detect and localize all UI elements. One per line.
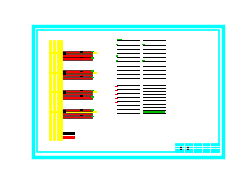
- Bar: [62, 77, 92, 79]
- Bar: [91, 116, 93, 117]
- Bar: [80, 76, 83, 77]
- Bar: [37, 30, 218, 152]
- Bar: [80, 57, 83, 58]
- Bar: [143, 111, 164, 113]
- Bar: [80, 109, 83, 111]
- Bar: [142, 60, 144, 62]
- Bar: [116, 39, 121, 40]
- Bar: [62, 96, 92, 98]
- Bar: [80, 90, 83, 91]
- Bar: [174, 143, 218, 152]
- Bar: [91, 57, 93, 59]
- Bar: [62, 110, 66, 113]
- Bar: [62, 93, 92, 95]
- Bar: [61, 41, 62, 126]
- Bar: [115, 102, 118, 103]
- Bar: [80, 95, 83, 97]
- Bar: [115, 98, 118, 99]
- Bar: [80, 51, 83, 53]
- Bar: [115, 90, 118, 91]
- Bar: [91, 90, 93, 91]
- Bar: [179, 146, 182, 150]
- Bar: [62, 54, 92, 57]
- Bar: [80, 71, 83, 72]
- Bar: [91, 77, 93, 78]
- Bar: [115, 86, 118, 87]
- Bar: [62, 91, 66, 94]
- Bar: [62, 74, 92, 76]
- Bar: [62, 90, 92, 92]
- Bar: [115, 44, 118, 45]
- Bar: [142, 44, 144, 45]
- Bar: [91, 70, 93, 72]
- Bar: [62, 136, 74, 139]
- Bar: [115, 94, 118, 95]
- Bar: [115, 55, 118, 57]
- Bar: [62, 52, 66, 55]
- Bar: [80, 115, 83, 116]
- Bar: [62, 109, 92, 111]
- Bar: [115, 60, 118, 62]
- Bar: [62, 132, 74, 135]
- Bar: [91, 51, 93, 52]
- Bar: [62, 112, 92, 115]
- Bar: [62, 116, 92, 118]
- Bar: [62, 70, 92, 73]
- Bar: [91, 96, 93, 98]
- Bar: [186, 146, 188, 150]
- Bar: [62, 57, 92, 60]
- Bar: [62, 51, 92, 53]
- Bar: [62, 71, 66, 75]
- Bar: [91, 109, 93, 111]
